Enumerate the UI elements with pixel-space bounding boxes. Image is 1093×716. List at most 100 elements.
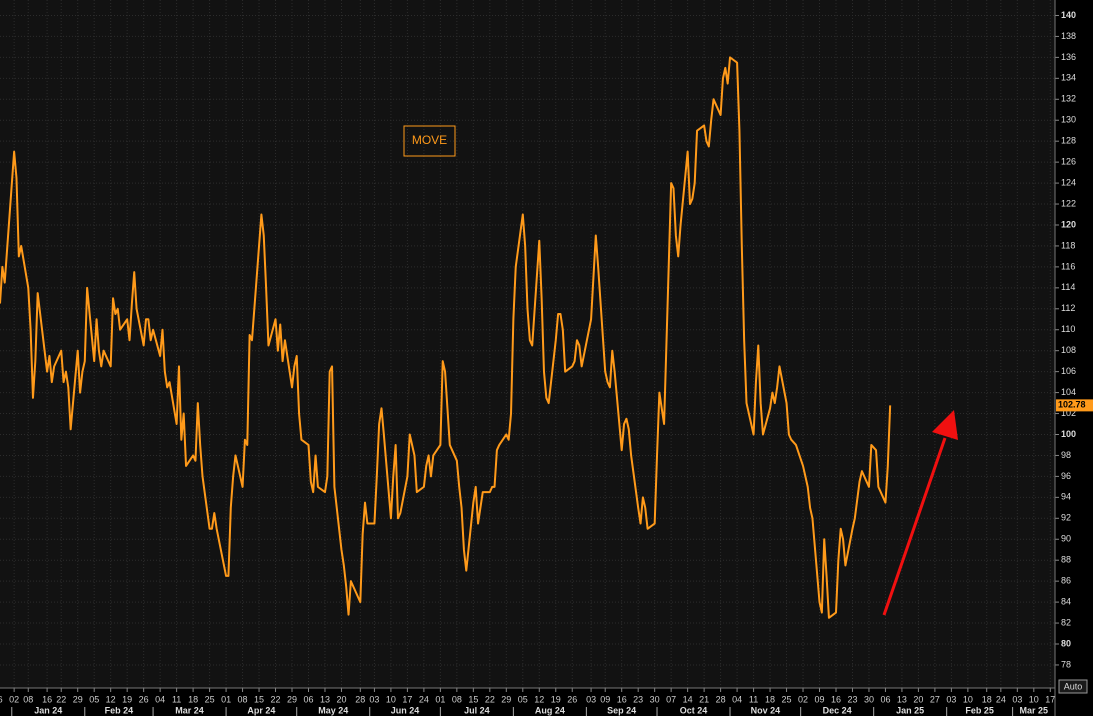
x-tick-label: 26 [0, 694, 3, 704]
x-tick-label: 02 [9, 694, 19, 704]
x-tick-label: 18 [982, 694, 992, 704]
x-tick-label: 16 [617, 694, 627, 704]
x-tick-label: 08 [23, 694, 33, 704]
x-tick-label: 21 [699, 694, 709, 704]
month-label: Jun 24 [391, 705, 420, 715]
x-tick-label: 03 [586, 694, 596, 704]
y-tick-label: 92 [1061, 513, 1071, 523]
y-tick-label: 108 [1061, 345, 1076, 355]
x-tick-label: 13 [320, 694, 330, 704]
x-tick-label: 29 [73, 694, 83, 704]
month-label: Mar 24 [175, 705, 204, 715]
x-tick-label: 23 [633, 694, 643, 704]
y-tick-label: 96 [1061, 471, 1071, 481]
month-label: Dec 24 [823, 705, 852, 715]
x-tick-label: 24 [419, 694, 429, 704]
month-label: Oct 24 [680, 705, 708, 715]
x-tick-label: 14 [683, 694, 693, 704]
month-label: Feb 25 [965, 705, 994, 715]
y-tick-label: 116 [1061, 261, 1075, 271]
x-tick-label: 30 [650, 694, 660, 704]
x-tick-label: 28 [355, 694, 365, 704]
x-tick-label: 03 [946, 694, 956, 704]
x-tick-label: 06 [303, 694, 313, 704]
legend-box [403, 125, 456, 157]
x-tick-label: 29 [501, 694, 511, 704]
x-tick-label: 16 [42, 694, 52, 704]
y-tick-label: 102 [1061, 408, 1076, 418]
x-tick-label: 04 [732, 694, 742, 704]
x-tick-label: 24 [996, 694, 1006, 704]
auto-button-label[interactable]: Auto [1064, 681, 1083, 691]
y-tick-label: 82 [1061, 617, 1071, 627]
x-tick-label: 05 [518, 694, 528, 704]
y-tick-label: 126 [1061, 157, 1076, 167]
x-tick-label: 20 [336, 694, 346, 704]
month-label: May 24 [318, 705, 348, 715]
y-tick-label: 118 [1061, 240, 1075, 250]
last-value-tag [1056, 399, 1093, 412]
x-tick-label: 06 [880, 694, 890, 704]
x-tick-label: 13 [897, 694, 907, 704]
month-label: Apr 24 [247, 705, 275, 715]
x-tick-label: 17 [1045, 694, 1055, 704]
x-tick-label: 10 [1029, 694, 1039, 704]
month-label: Aug 24 [535, 705, 565, 715]
month-label: Jan 24 [34, 705, 62, 715]
x-tick-label: 01 [435, 694, 445, 704]
y-tick-label: 122 [1061, 198, 1076, 208]
x-tick-label: 27 [930, 694, 940, 704]
y-tick-label: 134 [1061, 73, 1076, 83]
x-tick-label: 15 [468, 694, 478, 704]
y-tick-label: 86 [1061, 576, 1071, 586]
y-tick-label: 98 [1061, 450, 1071, 460]
y-tick-label: 110 [1061, 324, 1075, 334]
x-tick-label: 22 [485, 694, 495, 704]
last-value-label: 102.78 [1058, 400, 1086, 410]
y-tick-label: 128 [1061, 136, 1076, 146]
plot-area [0, 0, 1055, 688]
x-tick-label: 05 [89, 694, 99, 704]
y-tick-label: 130 [1061, 115, 1076, 125]
y-tick-label: 90 [1061, 534, 1071, 544]
x-tick-label: 20 [913, 694, 923, 704]
x-tick-label: 18 [188, 694, 198, 704]
x-tick-label: 15 [254, 694, 264, 704]
y-tick-label: 140 [1061, 10, 1076, 20]
x-tick-label: 07 [666, 694, 676, 704]
auto-button[interactable] [1058, 679, 1088, 694]
arrow-shaft [882, 437, 947, 616]
x-tick-label: 17 [402, 694, 412, 704]
x-tick-label: 03 [1012, 694, 1022, 704]
x-tick-label: 12 [534, 694, 544, 704]
x-tick-label: 09 [600, 694, 610, 704]
y-tick-label: 124 [1061, 177, 1076, 187]
month-label: Jan 25 [896, 705, 924, 715]
y-tick-label: 78 [1061, 659, 1071, 669]
y-tick-label: 84 [1061, 596, 1071, 606]
month-label: Sep 24 [607, 705, 636, 715]
x-tick-label: 19 [551, 694, 561, 704]
x-tick-label: 02 [798, 694, 808, 704]
x-tick-label: 22 [56, 694, 66, 704]
x-tick-label: 10 [386, 694, 396, 704]
x-tick-label: 08 [238, 694, 248, 704]
x-tick-label: 22 [271, 694, 281, 704]
y-tick-label: 100 [1061, 429, 1076, 439]
y-tick-label: 106 [1061, 366, 1076, 376]
y-tick-label: 120 [1061, 219, 1076, 229]
x-tick-label: 23 [847, 694, 857, 704]
month-label: Mar 25 [1020, 705, 1049, 715]
x-tick-label: 25 [782, 694, 792, 704]
y-tick-label: 114 [1061, 282, 1075, 292]
month-label: Nov 24 [751, 705, 781, 715]
y-tick-label: 132 [1061, 94, 1076, 104]
x-tick-label: 26 [567, 694, 577, 704]
x-tick-label: 09 [815, 694, 825, 704]
x-tick-label: 30 [864, 694, 874, 704]
month-label: Jul 24 [464, 705, 490, 715]
month-label: Feb 24 [105, 705, 134, 715]
annotation-arrow [882, 410, 958, 616]
x-tick-label: 25 [205, 694, 215, 704]
